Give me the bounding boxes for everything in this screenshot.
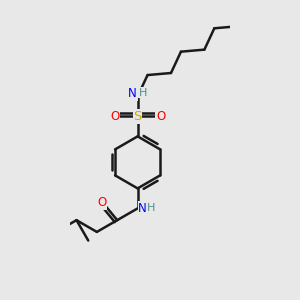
Text: N: N: [128, 87, 137, 101]
Text: O: O: [156, 110, 165, 123]
Text: H: H: [146, 203, 155, 213]
Text: O: O: [97, 196, 106, 209]
Text: H: H: [139, 88, 147, 98]
Text: N: N: [138, 202, 147, 215]
Text: S: S: [134, 110, 142, 123]
Text: O: O: [110, 110, 119, 123]
